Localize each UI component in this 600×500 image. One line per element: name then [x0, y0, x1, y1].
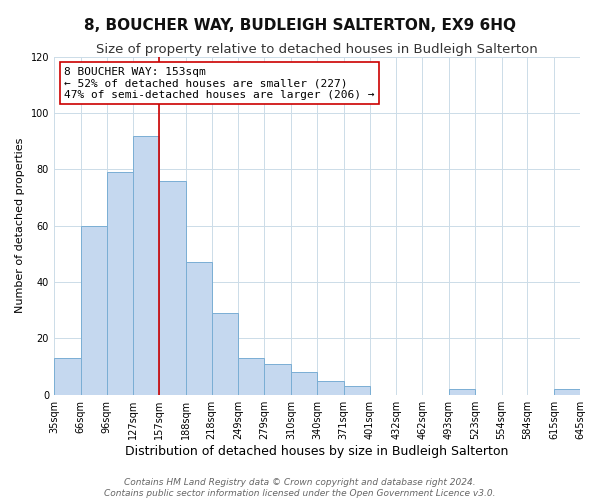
Text: 8, BOUCHER WAY, BUDLEIGH SALTERTON, EX9 6HQ: 8, BOUCHER WAY, BUDLEIGH SALTERTON, EX9 … — [84, 18, 516, 32]
Bar — [554, 389, 580, 394]
Bar — [238, 358, 265, 395]
Bar — [133, 136, 159, 394]
Text: Contains HM Land Registry data © Crown copyright and database right 2024.
Contai: Contains HM Land Registry data © Crown c… — [104, 478, 496, 498]
Bar — [107, 172, 133, 394]
Title: Size of property relative to detached houses in Budleigh Salterton: Size of property relative to detached ho… — [96, 42, 538, 56]
Y-axis label: Number of detached properties: Number of detached properties — [15, 138, 25, 314]
Text: 8 BOUCHER WAY: 153sqm
← 52% of detached houses are smaller (227)
47% of semi-det: 8 BOUCHER WAY: 153sqm ← 52% of detached … — [64, 67, 375, 100]
Bar — [186, 262, 212, 394]
Bar — [449, 389, 475, 394]
X-axis label: Distribution of detached houses by size in Budleigh Salterton: Distribution of detached houses by size … — [125, 444, 509, 458]
Bar — [317, 380, 344, 394]
Bar — [212, 313, 238, 394]
Bar — [291, 372, 317, 394]
Bar — [344, 386, 370, 394]
Bar — [265, 364, 291, 394]
Bar — [80, 226, 107, 394]
Bar — [159, 180, 186, 394]
Bar — [54, 358, 80, 395]
